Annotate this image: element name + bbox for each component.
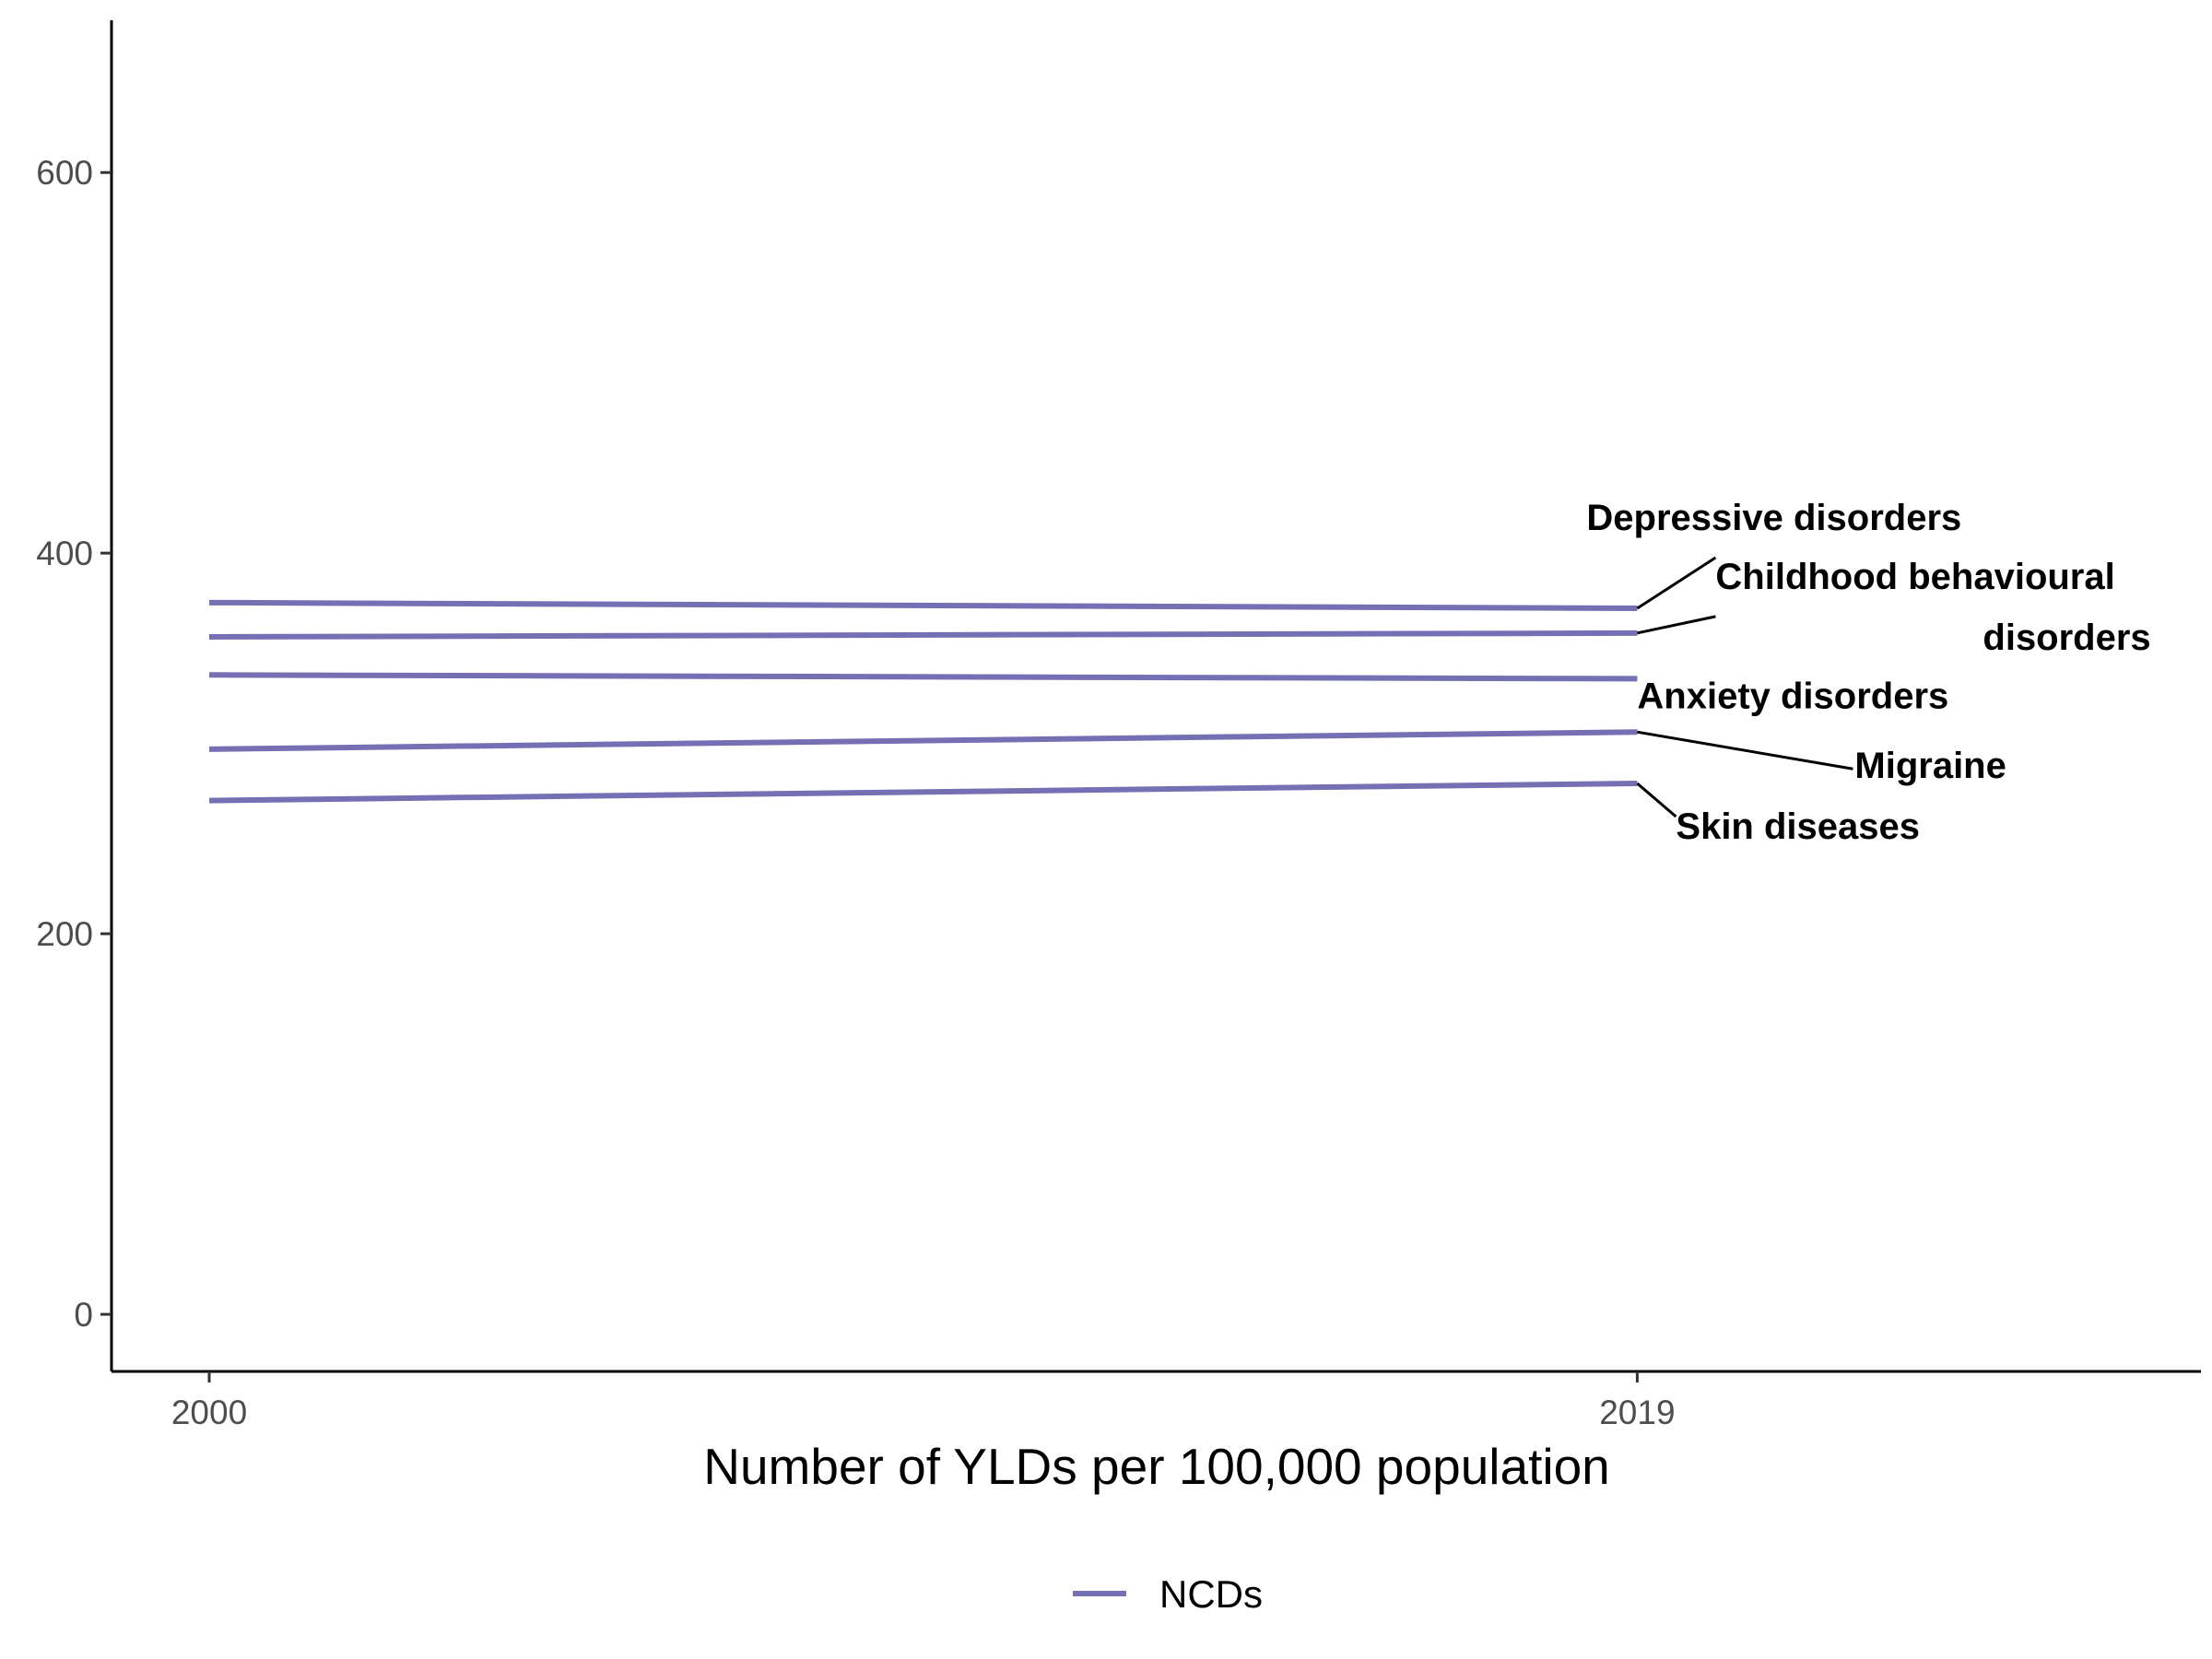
series-line — [208, 729, 1638, 752]
y-ticks: 0 200 400 600 — [36, 154, 112, 1334]
series-label: Childhood behavioural disorders — [1715, 557, 2150, 658]
x-tick-label: 2000 — [171, 1394, 247, 1431]
series-label: Skin diseases — [1676, 806, 1920, 847]
series-line — [208, 780, 1638, 804]
series-label: Migraine — [1854, 746, 2006, 786]
legend-label: NCDs — [1159, 1572, 1263, 1616]
y-tick-label: 400 — [36, 535, 93, 572]
y-tick-label: 0 — [74, 1296, 93, 1334]
y-tick-label: 200 — [36, 915, 93, 953]
x-axis-title: Number of YLDs per 100,000 population — [703, 1438, 1610, 1495]
series-label: Anxiety disorders — [1637, 676, 1948, 716]
x-ticks: 2000 2019 — [171, 1371, 1676, 1431]
series-line — [209, 629, 1638, 640]
x-tick-label: 2019 — [1599, 1394, 1675, 1431]
label-leader-line — [1637, 615, 1716, 635]
axes — [110, 20, 2201, 1373]
series-label: Depressive disorders — [1586, 498, 1961, 538]
series-line — [208, 599, 1638, 612]
series-lines — [208, 599, 1638, 804]
series-labels: Depressive disorders Childhood behavioura… — [1586, 498, 2150, 847]
y-tick-label: 600 — [36, 154, 93, 192]
label-leader-line — [1636, 782, 1677, 818]
series-line — [209, 672, 1638, 682]
legend: NCDs — [1073, 1572, 1263, 1616]
label-leader-line — [1636, 556, 1717, 610]
label-leader-line — [1637, 730, 1853, 771]
